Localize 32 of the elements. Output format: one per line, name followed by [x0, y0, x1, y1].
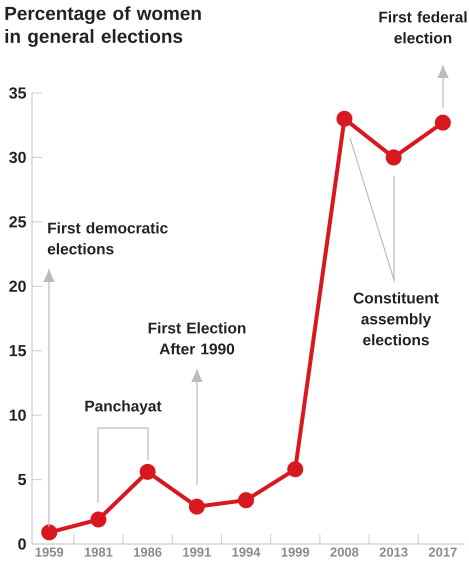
text: First federal election: [379, 11, 467, 44]
x-tick-label: 2017: [428, 548, 457, 557]
annotation: Panchayat: [85, 400, 162, 415]
annotation: Constituent assembly elections: [354, 292, 439, 346]
y-tick-label: 35: [9, 87, 26, 99]
y-tick-label: 15: [10, 345, 26, 356]
y-tick-label: 10: [10, 410, 26, 421]
y-tick-label: 0: [18, 538, 26, 550]
point: [238, 492, 254, 508]
x-tick-label: 1994: [232, 548, 260, 557]
x-tick-label: 1981: [84, 548, 112, 557]
point: [386, 149, 402, 166]
chart-title: Percentage of women in general elections: [5, 6, 201, 47]
point: [90, 512, 106, 528]
x-tick-label: 2008: [330, 548, 358, 557]
point: [140, 464, 156, 480]
x-tick-label: 1991: [183, 548, 211, 557]
point: [41, 524, 58, 540]
x-tick-label: 2013: [380, 548, 408, 557]
y-tick-label: 25: [9, 216, 26, 228]
point: [336, 110, 352, 127]
x-tick-label: 1959: [36, 548, 64, 557]
x-tick-label: 1986: [134, 548, 162, 557]
y-tick-label: 30: [9, 152, 26, 164]
point: [287, 461, 304, 478]
y-tick-label: 5: [18, 474, 26, 486]
y-tick-label: 20: [9, 280, 26, 292]
annotation: First Election After 1990: [148, 322, 246, 354]
x-tick-label: 1999: [282, 548, 310, 557]
point: [188, 498, 205, 515]
point: [434, 114, 451, 131]
annotation: First democratic elections: [48, 222, 168, 254]
